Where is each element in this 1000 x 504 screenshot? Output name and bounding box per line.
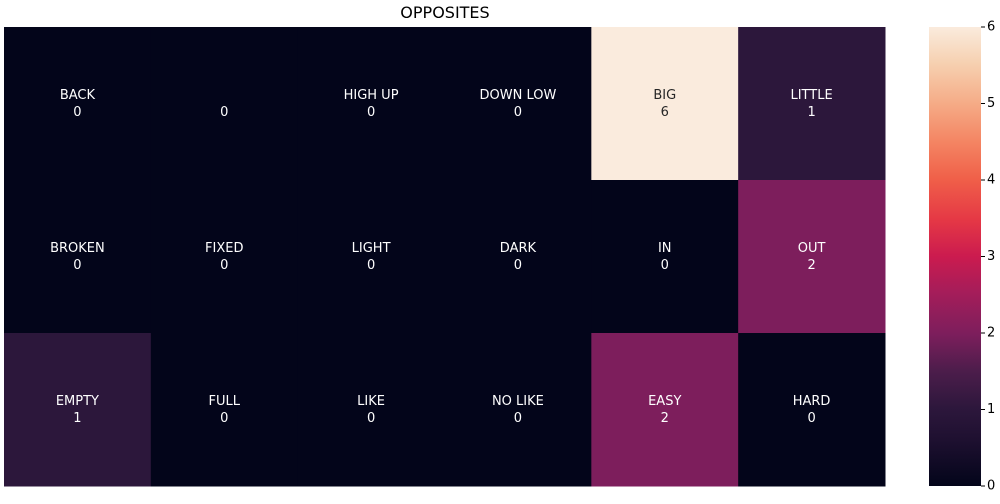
heatmap-cell — [297, 333, 445, 487]
chart-title: OPPOSITES — [400, 3, 489, 22]
cell-value-label: 0 — [73, 258, 81, 273]
cell-category-label: NO LIKE — [492, 394, 544, 409]
cell-category-label: FULL — [209, 394, 241, 409]
cell-value-label: 0 — [514, 411, 522, 426]
heatmap-cell — [4, 333, 152, 487]
cell-value-label: 1 — [807, 105, 815, 120]
heatmap-cell — [150, 333, 299, 487]
cell-category-label: EMPTY — [56, 394, 99, 409]
colorbar-tick-label: 4 — [987, 173, 995, 188]
heatmap-cell — [444, 333, 592, 487]
colorbar-tick-label: 0 — [987, 479, 995, 494]
cell-category-label: BROKEN — [50, 241, 105, 256]
cell-value-label: 0 — [807, 411, 815, 426]
cell-value-label: 0 — [514, 105, 522, 120]
cell-category-label: HIGH UP — [344, 88, 399, 103]
cell-category-label: BIG — [653, 88, 676, 103]
cell-value-label: 0 — [220, 258, 228, 273]
cell-value-label: 0 — [367, 105, 375, 120]
cell-category-label: EASY — [648, 394, 681, 409]
colorbar-tick-label: 5 — [987, 96, 995, 111]
colorbar-tick-label: 1 — [987, 402, 995, 417]
colorbar: 0 1 2 3 4 5 6 — [929, 20, 995, 494]
heatmap-cell — [444, 27, 592, 181]
cell-category-label: OUT — [798, 241, 826, 256]
colorbar-tick-label: 3 — [987, 249, 995, 264]
cell-category-label: FIXED — [205, 241, 243, 256]
cell-value-label: 0 — [220, 411, 228, 426]
cell-value-label: 0 — [220, 105, 228, 120]
cell-category-label: IN — [658, 241, 672, 256]
cell-value-label: 2 — [807, 258, 815, 273]
colorbar-tick-label: 6 — [987, 20, 995, 35]
cell-value-label: 0 — [367, 411, 375, 426]
heatmap-cell — [591, 27, 739, 181]
heatmap-cell — [150, 27, 299, 181]
heatmap-cell — [738, 333, 886, 487]
cell-category-label: LIGHT — [352, 241, 391, 256]
heatmap-cell — [297, 27, 445, 181]
cell-category-label: LITTLE — [790, 88, 832, 103]
heatmap-cell — [4, 180, 152, 334]
cell-value-label: 6 — [661, 105, 669, 120]
heatmap-cell — [591, 180, 739, 334]
cell-value-label: 0 — [514, 258, 522, 273]
heatmap-cell — [4, 27, 152, 181]
cell-value-label: 1 — [73, 411, 81, 426]
heatmap-cell — [738, 180, 886, 334]
heatmap-cell — [297, 180, 445, 334]
cell-value-label: 0 — [367, 258, 375, 273]
heatmap-cell — [591, 333, 739, 487]
cell-category-label: LIKE — [357, 394, 385, 409]
cell-value-label: 0 — [661, 258, 669, 273]
cell-value-label: 2 — [661, 411, 669, 426]
cell-category-label: BACK — [60, 88, 96, 103]
heatmap-cell — [738, 27, 886, 181]
colorbar-gradient — [929, 27, 981, 486]
cell-value-label: 0 — [73, 105, 81, 120]
heatmap-cell — [444, 180, 592, 334]
cell-category-label: DARK — [500, 241, 537, 256]
cell-category-label: HARD — [793, 394, 831, 409]
cell-category-label: DOWN LOW — [480, 88, 557, 103]
heatmap-cell — [150, 180, 299, 334]
heatmap-cells: BACK 0 0 HIGH UP 0 DOWN LOW 0 BIG 6 LITTLE 1 BROKEN… — [4, 27, 886, 487]
colorbar-tick-label: 2 — [987, 326, 995, 341]
